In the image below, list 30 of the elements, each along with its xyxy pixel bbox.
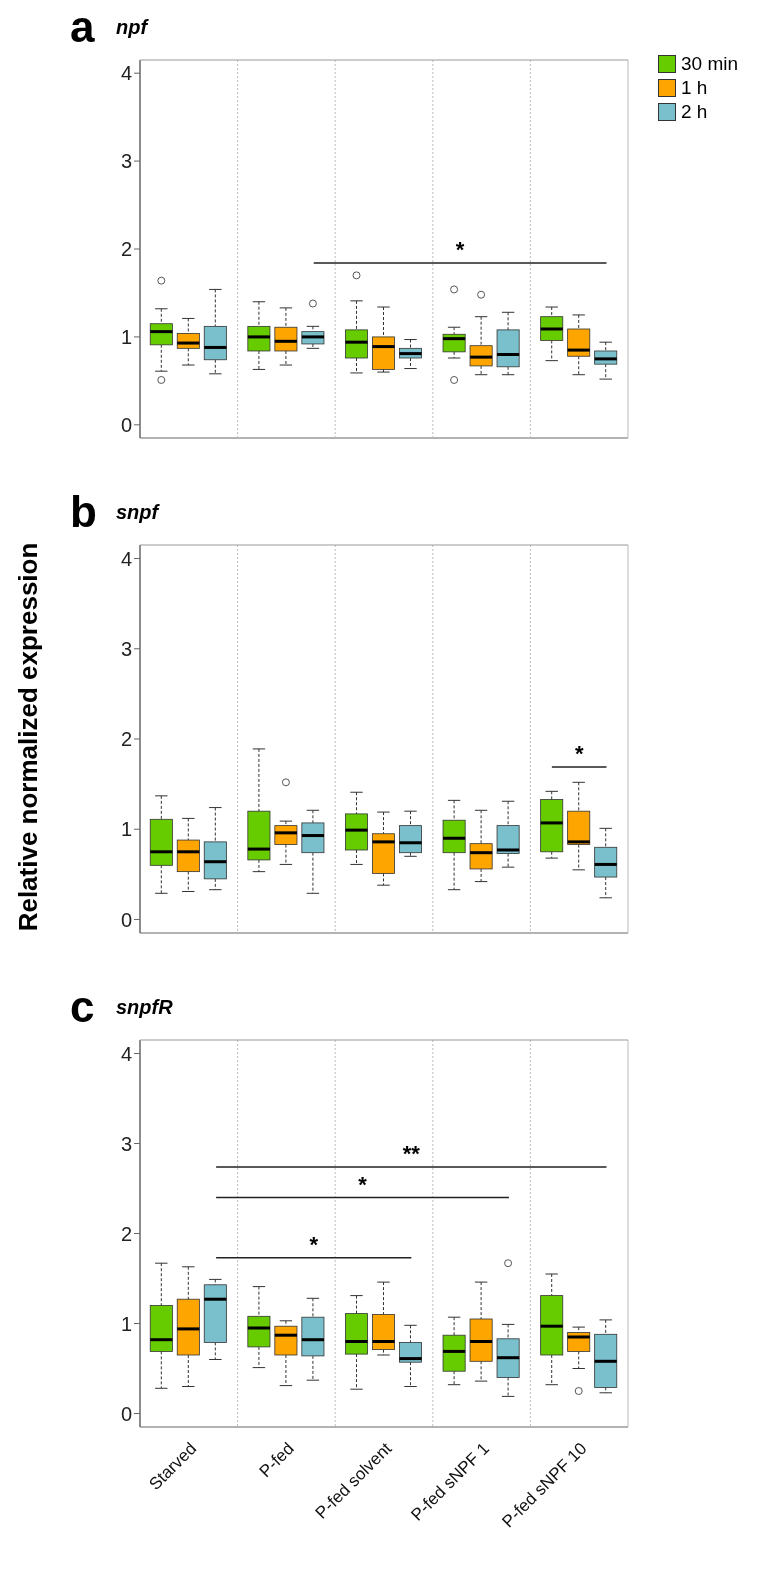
annotation: * <box>358 1171 368 1197</box>
y-tick-label: 0 <box>120 413 132 436</box>
y-tick-label: 1 <box>120 818 132 841</box>
chart-title: a <box>70 2 95 52</box>
legend-label: 2 h <box>681 101 708 123</box>
y-tick-label: 3 <box>120 637 132 660</box>
y-tick-label: 2 <box>120 1222 132 1245</box>
y-axis-title: Relative normalized expression <box>12 542 44 932</box>
y-tick-label: 0 <box>120 1402 132 1425</box>
y-tick-label: 0 <box>120 908 132 931</box>
y-tick-label: 4 <box>120 547 132 570</box>
chart-title: c <box>70 982 95 1032</box>
y-tick-label: 4 <box>120 62 132 85</box>
y-tick-label: 1 <box>120 326 132 349</box>
y-tick-label: 2 <box>120 238 132 261</box>
y-tick-label: 3 <box>120 150 132 173</box>
y-tick-label: 4 <box>120 1042 132 1065</box>
legend-label: 1 h <box>681 77 708 99</box>
y-tick-label: 3 <box>120 1132 132 1155</box>
chart-subtitle: npf <box>116 16 148 39</box>
chart-subtitle: snpf <box>116 501 159 524</box>
annotation: * <box>455 237 465 263</box>
annotation: ** <box>402 1140 421 1166</box>
y-tick-label: 1 <box>120 1312 132 1335</box>
chart-subtitle: snpfR <box>116 996 173 1019</box>
y-tick-label: 2 <box>120 728 132 751</box>
legend-label: 30 min <box>681 53 739 75</box>
chart-title: b <box>70 487 97 537</box>
annotation: * <box>309 1231 319 1257</box>
annotation: * <box>574 740 584 766</box>
